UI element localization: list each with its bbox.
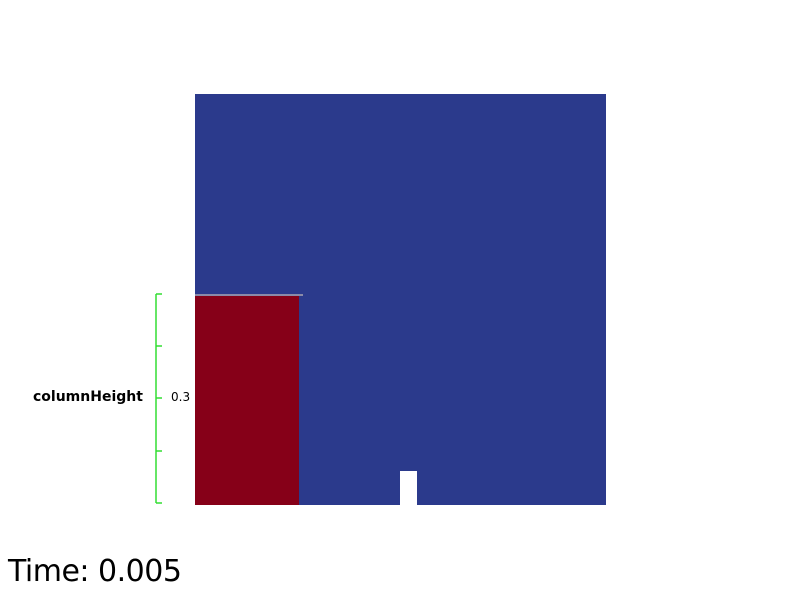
ruler-label: columnHeight xyxy=(33,389,143,405)
water-column-edge xyxy=(195,294,303,296)
ruler-value: 0.3 xyxy=(171,390,191,404)
height-ruler xyxy=(155,293,162,504)
obstacle xyxy=(400,471,417,505)
water-column xyxy=(195,295,299,505)
time-annotation: Time: 0.005 xyxy=(8,554,182,589)
